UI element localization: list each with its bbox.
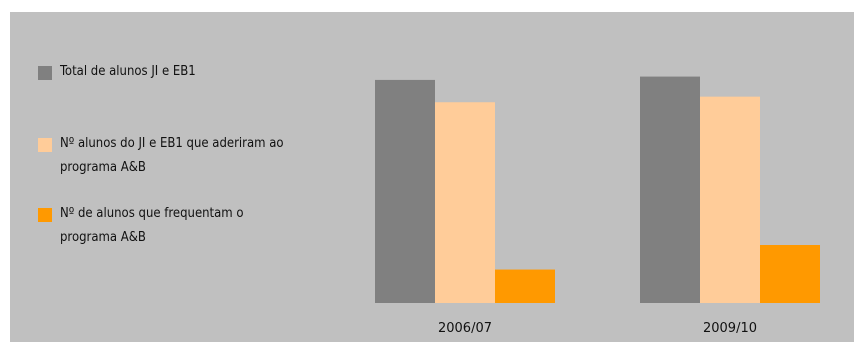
legend-swatch-total bbox=[38, 66, 52, 80]
legend-label-frequentam: Nº de alunos que frequentam o programa A… bbox=[60, 206, 244, 245]
x-tick-label: 2006/07 bbox=[438, 321, 492, 336]
legend-swatch-aderiram bbox=[38, 138, 52, 152]
plot-area: 2006/07 2009/10 bbox=[375, 76, 820, 336]
bar-2006-07-series-2 bbox=[495, 269, 555, 303]
legend-label-total: Total de alunos JI e EB1 bbox=[60, 64, 196, 79]
legend-swatch-frequentam bbox=[38, 208, 52, 222]
bar-2006-07-series-0 bbox=[375, 79, 435, 303]
x-tick-label: 2009/10 bbox=[703, 321, 757, 336]
bar-2009-10-series-2 bbox=[760, 245, 820, 303]
chart-panel: Total de alunos JI e EB1 Nº alunos do JI… bbox=[10, 12, 854, 342]
legend-item-frequentam: Nº de alunos que frequentam o programa A… bbox=[38, 206, 283, 250]
bar-2006-07-series-1 bbox=[435, 102, 495, 303]
legend-item-aderiram: Nº alunos do JI e EB1 que aderiram ao pr… bbox=[38, 136, 308, 180]
legend-label-aderiram: Nº alunos do JI e EB1 que aderiram ao pr… bbox=[60, 136, 284, 175]
bar-2009-10-series-1 bbox=[700, 96, 760, 304]
bar-2009-10-series-0 bbox=[640, 76, 700, 303]
legend-item-total: Total de alunos JI e EB1 bbox=[38, 64, 196, 84]
